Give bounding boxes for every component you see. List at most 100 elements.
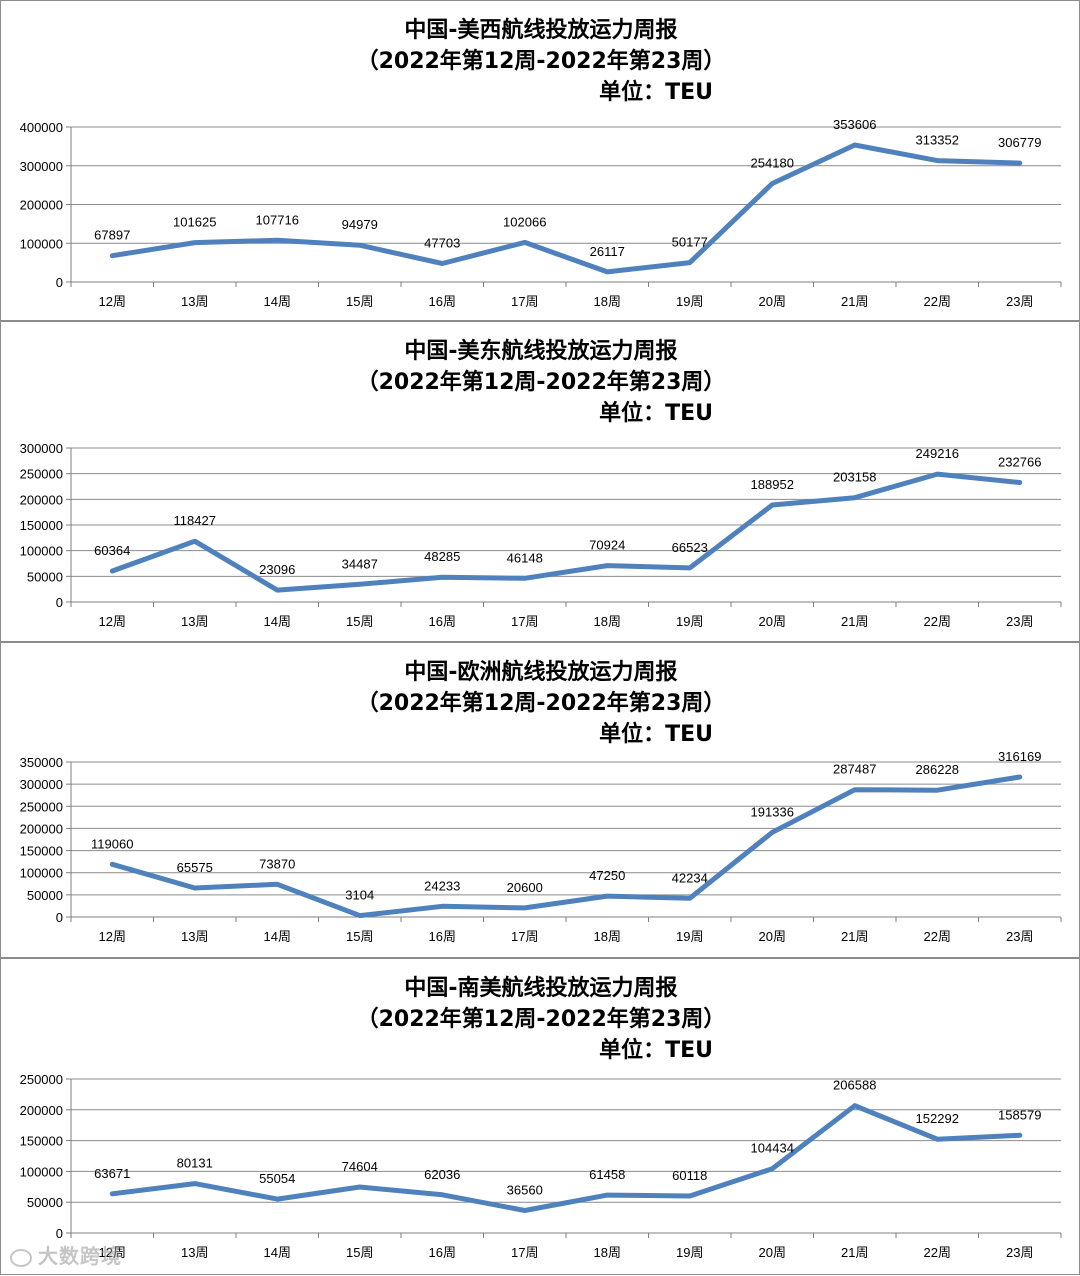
data-label: 119060	[91, 836, 133, 851]
x-tick-label: 21周	[841, 1245, 868, 1260]
y-tick-label: 150000	[20, 844, 63, 859]
data-point	[275, 238, 280, 243]
data-point	[935, 472, 940, 477]
data-label: 152292	[916, 1111, 959, 1126]
data-label: 206588	[833, 1078, 876, 1093]
data-label: 74604	[342, 1159, 378, 1174]
x-tick-label: 17周	[511, 1245, 538, 1260]
data-label: 20600	[507, 880, 543, 895]
chart-panel-2: 中国-美东航线投放运力周报 （2022年第12周-2022年第23周） 单位：TEU…	[0, 321, 1080, 642]
x-tick-label: 21周	[841, 294, 868, 309]
data-point	[110, 1191, 115, 1196]
x-tick-label: 20周	[759, 614, 786, 629]
chart-panel-3: 中国-欧洲航线投放运力周报 （2022年第12周-2022年第23周） 单位：TEU…	[0, 642, 1080, 958]
data-point	[852, 495, 857, 500]
x-tick-label: 21周	[841, 614, 868, 629]
x-tick-label: 15周	[346, 614, 373, 629]
x-tick-label: 16周	[429, 614, 456, 629]
data-point	[110, 862, 115, 867]
data-point	[935, 1137, 940, 1142]
chart-title: 中国-美东航线投放运力周报	[404, 338, 677, 364]
data-label: 287487	[833, 762, 876, 777]
data-label: 67897	[94, 228, 130, 243]
y-tick-label: 100000	[20, 1164, 63, 1179]
y-tick-label: 200000	[20, 1103, 63, 1118]
data-label: 254180	[751, 156, 794, 171]
x-tick-label: 19周	[676, 1245, 703, 1260]
series-line	[109, 774, 1023, 919]
chart-subtitle: （2022年第12周-2022年第23周）	[357, 369, 726, 395]
x-tick-label: 19周	[676, 929, 703, 944]
data-point	[1017, 774, 1022, 779]
y-tick-label: 0	[56, 275, 63, 290]
chart-subtitle: （2022年第12周-2022年第23周）	[357, 1006, 726, 1032]
data-point	[522, 905, 527, 910]
data-label: 101625	[173, 215, 216, 230]
data-point	[522, 576, 527, 581]
data-point	[192, 1181, 197, 1186]
x-tick-label: 15周	[346, 294, 373, 309]
x-tick-label: 23周	[1006, 929, 1033, 944]
chart-svg-2: 中国-美东航线投放运力周报 （2022年第12周-2022年第23周） 单位：TEU…	[20, 338, 1062, 629]
x-tick-label: 18周	[594, 294, 621, 309]
data-label: 60118	[672, 1168, 707, 1183]
x-tick-label: 22周	[924, 1245, 951, 1260]
data-point	[440, 1192, 445, 1197]
data-label: 23096	[259, 562, 295, 577]
x-tick-label: 12周	[99, 929, 126, 944]
data-label: 70924	[589, 538, 625, 553]
chart-subtitle: （2022年第12周-2022年第23周）	[357, 690, 726, 716]
y-tick-label: 300000	[20, 777, 63, 792]
data-point	[770, 503, 775, 508]
y-tick-label: 200000	[20, 821, 63, 836]
series-line	[109, 1103, 1023, 1213]
chart-unit: 单位：TEU	[599, 1037, 713, 1063]
data-point	[440, 575, 445, 580]
x-tick-label: 17周	[511, 929, 538, 944]
data-point	[852, 1103, 857, 1108]
data-label: 26117	[590, 244, 625, 259]
chart-title: 中国-美西航线投放运力周报	[404, 17, 677, 43]
y-tick-label: 0	[56, 595, 63, 610]
data-point	[192, 240, 197, 245]
data-point	[1017, 480, 1022, 485]
chart-svg-1: 中国-美西航线投放运力周报 （2022年第12周-2022年第23周） 单位：TEU…	[20, 17, 1062, 309]
chart-svg-3: 中国-欧洲航线投放运力周报 （2022年第12周-2022年第23周） 单位：TEU…	[20, 659, 1062, 944]
chart-svg-4: 中国-南美航线投放运力周报 （2022年第12周-2022年第23周） 单位：TEU…	[20, 975, 1062, 1260]
data-label: 353606	[833, 117, 876, 132]
data-label: 3104	[345, 888, 374, 903]
x-tick-label: 14周	[264, 294, 291, 309]
y-tick-label: 250000	[20, 1072, 63, 1087]
chart-panel-1: 中国-美西航线投放运力周报 （2022年第12周-2022年第23周） 单位：TEU…	[0, 0, 1080, 321]
x-tick-label: 15周	[346, 1245, 373, 1260]
x-tick-label: 12周	[99, 614, 126, 629]
data-label: 107716	[256, 212, 299, 227]
y-tick-label: 0	[56, 910, 63, 925]
data-point	[357, 582, 362, 587]
data-label: 232766	[998, 455, 1041, 470]
data-label: 104434	[751, 1141, 794, 1156]
y-tick-label: 150000	[20, 1134, 63, 1149]
chart-unit: 单位：TEU	[599, 721, 713, 747]
data-label: 249216	[916, 446, 959, 461]
x-tick-label: 18周	[594, 929, 621, 944]
x-tick-label: 16周	[429, 294, 456, 309]
x-tick-label: 16周	[429, 1245, 456, 1260]
y-tick-label: 400000	[20, 120, 63, 135]
y-tick-label: 50000	[27, 888, 63, 903]
y-tick-label: 50000	[27, 1195, 63, 1210]
x-tick-label: 13周	[181, 1245, 208, 1260]
watermark-text: 大数跨境	[38, 1244, 122, 1268]
data-point	[687, 1193, 692, 1198]
chart-unit: 单位：TEU	[599, 400, 713, 426]
data-label: 42234	[672, 870, 708, 885]
data-label: 306779	[998, 135, 1041, 150]
x-tick-label: 12周	[99, 294, 126, 309]
data-point	[110, 253, 115, 258]
data-point	[522, 240, 527, 245]
y-tick-label: 0	[56, 1226, 63, 1241]
data-point	[522, 1208, 527, 1213]
y-tick-label: 350000	[20, 755, 63, 770]
data-point	[770, 830, 775, 835]
data-label: 46148	[507, 550, 543, 565]
